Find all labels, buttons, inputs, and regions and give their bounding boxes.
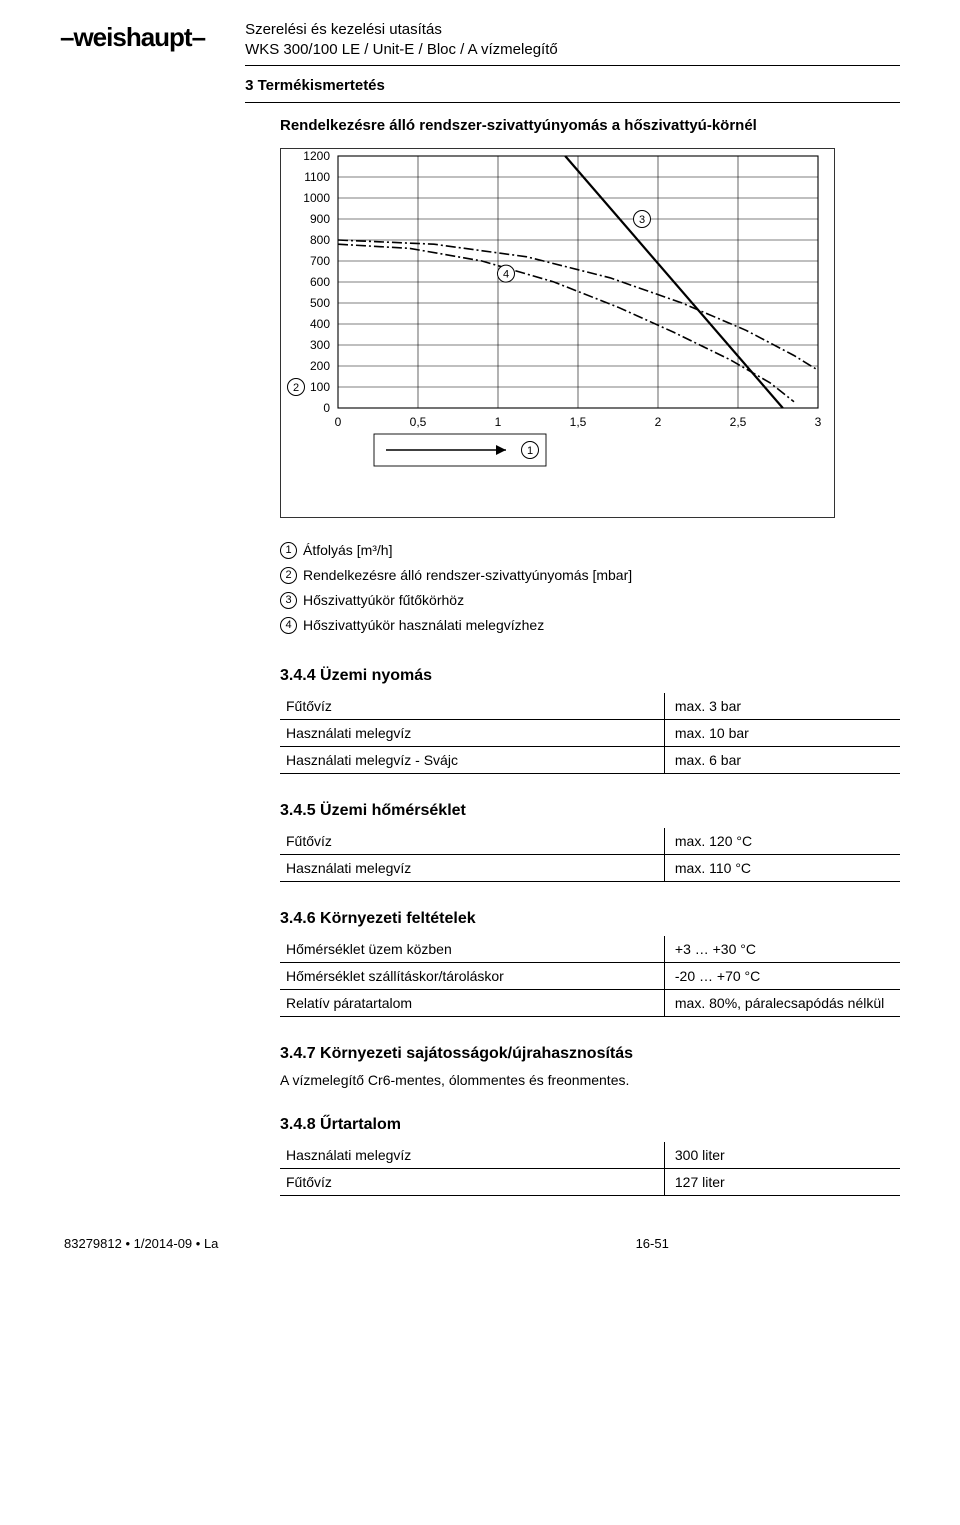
spec-value: max. 10 bar bbox=[664, 719, 900, 746]
spec-key: Használati melegvíz bbox=[280, 1142, 664, 1169]
svg-text:3: 3 bbox=[815, 415, 822, 429]
spec-value: max. 80%, páralecsapódás nélkül bbox=[664, 989, 900, 1016]
spec-value: +3 … +30 °C bbox=[664, 936, 900, 963]
heading-344: 3.4.4 Üzemi nyomás bbox=[280, 667, 900, 685]
footer-pagenum: 16-51 bbox=[636, 1236, 669, 1251]
doc-title-line1: Szerelési és kezelési utasítás bbox=[245, 20, 900, 40]
svg-text:100: 100 bbox=[310, 380, 330, 394]
table-row: Használati melegvíz300 liter bbox=[280, 1142, 900, 1169]
header: –weishaupt– Szerelési és kezelési utasít… bbox=[60, 20, 900, 113]
svg-text:1100: 1100 bbox=[304, 170, 330, 184]
spec-key: Használati melegvíz bbox=[280, 854, 664, 881]
table-row: Fűtővíz127 liter bbox=[280, 1169, 900, 1196]
legend-item: 4 Hőszivattyúkör használati melegvízhez bbox=[280, 613, 900, 638]
table-row: Fűtővízmax. 120 °C bbox=[280, 828, 900, 855]
svg-text:1,5: 1,5 bbox=[570, 415, 587, 429]
legend-item: 1 Átfolyás [m³/h] bbox=[280, 538, 900, 563]
header-rule bbox=[245, 65, 900, 66]
table-row: Fűtővízmax. 3 bar bbox=[280, 693, 900, 720]
header-rule-2 bbox=[245, 102, 900, 103]
svg-text:2,5: 2,5 bbox=[730, 415, 747, 429]
text-347: A vízmelegítő Cr6-mentes, ólommentes és … bbox=[280, 1071, 900, 1091]
chart-legend: 1 Átfolyás [m³/h] 2 Rendelkezésre álló rend… bbox=[280, 538, 900, 639]
table-row: Relatív páratartalommax. 80%, páralecsap… bbox=[280, 989, 900, 1016]
spec-value: max. 3 bar bbox=[664, 693, 900, 720]
svg-text:0: 0 bbox=[335, 415, 342, 429]
spec-key: Relatív páratartalom bbox=[280, 989, 664, 1016]
svg-text:300: 300 bbox=[310, 338, 330, 352]
table-row: Hőmérséklet üzem közben+3 … +30 °C bbox=[280, 936, 900, 963]
spec-key: Használati melegvíz - Svájc bbox=[280, 746, 664, 773]
heading-348: 3.4.8 Űrtartalom bbox=[280, 1116, 900, 1134]
svg-text:1: 1 bbox=[495, 415, 502, 429]
table-row: Használati melegvízmax. 10 bar bbox=[280, 719, 900, 746]
svg-text:0,5: 0,5 bbox=[410, 415, 427, 429]
legend-text: Átfolyás [m³/h] bbox=[303, 538, 392, 563]
heading-345: 3.4.5 Üzemi hőmérséklet bbox=[280, 802, 900, 820]
table-348: Használati melegvíz300 literFűtővíz127 l… bbox=[280, 1142, 900, 1196]
svg-text:2: 2 bbox=[293, 382, 299, 394]
legend-text: Rendelkezésre álló rendszer-szivattyúnyo… bbox=[303, 563, 632, 588]
page: –weishaupt– Szerelési és kezelési utasít… bbox=[0, 0, 960, 1291]
section-crumb: 3 Termékismertetés bbox=[245, 76, 900, 96]
header-text-block: Szerelési és kezelési utasítás WKS 300/1… bbox=[245, 20, 900, 113]
svg-text:800: 800 bbox=[310, 233, 330, 247]
spec-value: 300 liter bbox=[664, 1142, 900, 1169]
table-row: Használati melegvízmax. 110 °C bbox=[280, 854, 900, 881]
spec-key: Használati melegvíz bbox=[280, 719, 664, 746]
svg-text:2: 2 bbox=[655, 415, 662, 429]
svg-text:500: 500 bbox=[310, 296, 330, 310]
legend-item: 3 Hőszivattyúkör fűtőkörhöz bbox=[280, 588, 900, 613]
spec-key: Hőmérséklet üzem közben bbox=[280, 936, 664, 963]
spec-value: max. 6 bar bbox=[664, 746, 900, 773]
table-345: Fűtővízmax. 120 °CHasználati melegvízmax… bbox=[280, 828, 900, 882]
legend-item: 2 Rendelkezésre álló rendszer-szivattyúny… bbox=[280, 563, 900, 588]
svg-text:4: 4 bbox=[503, 268, 509, 280]
svg-text:0: 0 bbox=[323, 401, 330, 415]
table-row: Használati melegvíz - Svájcmax. 6 bar bbox=[280, 746, 900, 773]
svg-text:1200: 1200 bbox=[303, 149, 330, 163]
spec-value: max. 120 °C bbox=[664, 828, 900, 855]
brand-logo: –weishaupt– bbox=[60, 20, 205, 53]
table-346: Hőmérséklet üzem közben+3 … +30 °CHőmérs… bbox=[280, 936, 900, 1017]
table-344: Fűtővízmax. 3 barHasználati melegvízmax.… bbox=[280, 693, 900, 774]
legend-marker: 2 bbox=[280, 567, 297, 584]
spec-value: max. 110 °C bbox=[664, 854, 900, 881]
svg-text:400: 400 bbox=[310, 317, 330, 331]
svg-text:1000: 1000 bbox=[303, 191, 330, 205]
legend-marker: 3 bbox=[280, 592, 297, 609]
spec-key: Hőmérséklet szállításkor/tároláskor bbox=[280, 962, 664, 989]
content-column: Rendelkezésre álló rendszer-szivattyúnyo… bbox=[280, 117, 900, 1196]
table-row: Hőmérséklet szállításkor/tároláskor-20 …… bbox=[280, 962, 900, 989]
spec-key: Fűtővíz bbox=[280, 693, 664, 720]
legend-marker: 4 bbox=[280, 617, 297, 634]
spec-value: 127 liter bbox=[664, 1169, 900, 1196]
legend-text: Hőszivattyúkör fűtőkörhöz bbox=[303, 588, 464, 613]
svg-text:600: 600 bbox=[310, 275, 330, 289]
heading-347: 3.4.7 Környezeti sajátosságok/újrahaszno… bbox=[280, 1045, 900, 1063]
pump-pressure-chart: 0100200300400500600700800900100011001200… bbox=[280, 148, 835, 518]
legend-marker: 1 bbox=[280, 542, 297, 559]
chart-title: Rendelkezésre álló rendszer-szivattyúnyo… bbox=[280, 117, 900, 134]
legend-text: Hőszivattyúkör használati melegvízhez bbox=[303, 613, 544, 638]
page-footer: 83279812 • 1/2014-09 • La 16-51 bbox=[60, 1236, 900, 1251]
svg-text:700: 700 bbox=[310, 254, 330, 268]
spec-value: -20 … +70 °C bbox=[664, 962, 900, 989]
svg-text:1: 1 bbox=[527, 445, 533, 457]
svg-text:200: 200 bbox=[310, 359, 330, 373]
spec-key: Fűtővíz bbox=[280, 1169, 664, 1196]
spec-key: Fűtővíz bbox=[280, 828, 664, 855]
footer-docref: 83279812 • 1/2014-09 • La bbox=[64, 1236, 218, 1251]
heading-346: 3.4.6 Környezeti feltételek bbox=[280, 910, 900, 928]
doc-title-line2: WKS 300/100 LE / Unit-E / Bloc / A vízme… bbox=[245, 40, 900, 60]
svg-text:900: 900 bbox=[310, 212, 330, 226]
svg-text:3: 3 bbox=[639, 214, 645, 226]
